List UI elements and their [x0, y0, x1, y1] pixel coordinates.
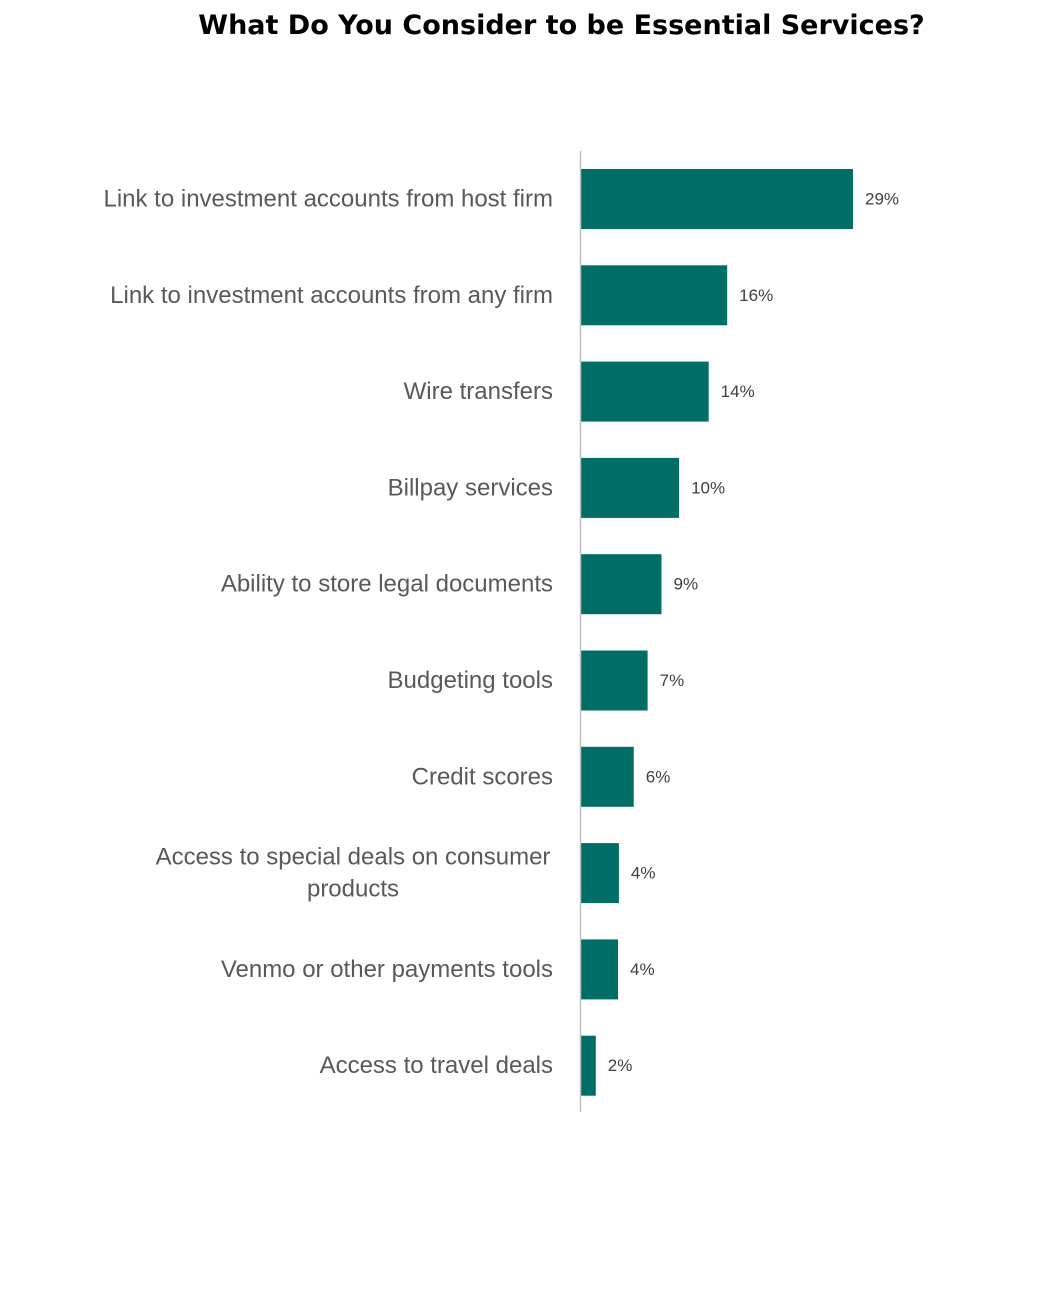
data-label: 10% — [691, 478, 725, 497]
data-label: 4% — [630, 960, 655, 979]
bar — [581, 265, 728, 326]
bar — [581, 843, 619, 904]
chart-title: What Do You Consider to be Essential Ser… — [198, 10, 925, 41]
bar — [581, 746, 634, 807]
data-label: 9% — [673, 575, 698, 594]
value-labels-layer: 29% 16% 14% 10% 9% 7% 6% 4% 4% 2% — [608, 190, 899, 1076]
category-label: Access to special deals on consumer produ… — [156, 844, 551, 903]
bar — [581, 650, 648, 711]
category-label: Billpay services — [388, 474, 553, 501]
category-label: Wire transfers — [404, 378, 553, 405]
bar — [581, 361, 709, 422]
category-label-line: Access to special deals on consumer — [156, 844, 551, 871]
data-label: 2% — [608, 1056, 633, 1075]
bar — [581, 1035, 596, 1096]
data-label: 7% — [660, 671, 685, 690]
data-label: 16% — [739, 286, 773, 305]
category-label: Access to travel deals — [320, 1052, 553, 1079]
category-label: Venmo or other payments tools — [221, 956, 553, 983]
category-label: Link to investment accounts from host fi… — [103, 186, 553, 213]
category-label: Budgeting tools — [388, 667, 553, 694]
bar — [581, 939, 619, 1000]
category-label-line: products — [307, 876, 399, 903]
category-label: Link to investment accounts from any fir… — [110, 282, 553, 309]
category-label: Ability to store legal documents — [221, 571, 553, 598]
category-labels-layer: Link to investment accounts from host fi… — [103, 186, 553, 1080]
bar — [581, 169, 853, 229]
data-label: 29% — [865, 190, 899, 209]
data-label: 14% — [721, 382, 755, 401]
bar — [581, 457, 680, 518]
bar — [581, 554, 662, 615]
data-label: 6% — [646, 767, 671, 786]
category-label: Credit scores — [412, 763, 553, 790]
bars-layer — [581, 169, 853, 1096]
data-label: 4% — [631, 864, 656, 883]
